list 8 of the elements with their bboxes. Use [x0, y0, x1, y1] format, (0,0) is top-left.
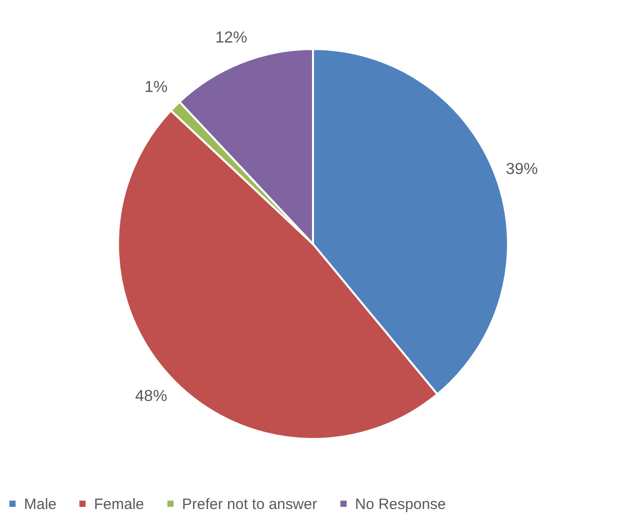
data-label: 1% [144, 79, 168, 96]
legend-label: No Response [355, 496, 446, 513]
data-label: 12% [215, 30, 248, 47]
data-label: 48% [135, 388, 168, 405]
data-label: 39% [506, 160, 538, 178]
legend-label: Prefer not to answer [182, 496, 318, 513]
legend-label: Male [24, 496, 57, 513]
legend-label: Female [94, 496, 144, 513]
